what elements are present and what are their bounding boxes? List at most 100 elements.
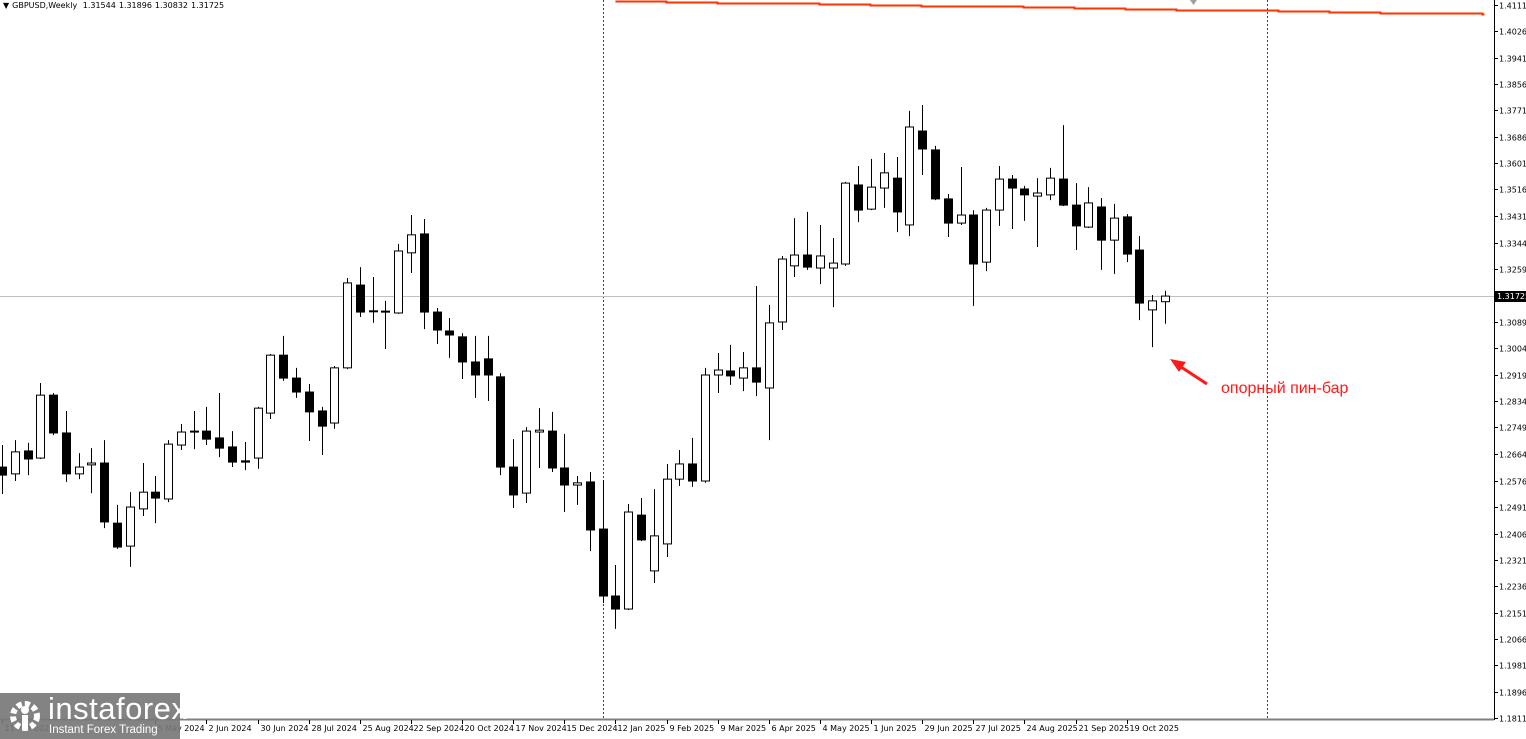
bull-candle-body (1084, 202, 1093, 228)
bear-candle-body (484, 358, 493, 376)
bull-candle-body (739, 367, 748, 379)
candle (944, 193, 953, 238)
candle (484, 335, 493, 402)
trendline[interactable] (615, 0, 1485, 16)
candle (726, 344, 735, 385)
candle (714, 352, 723, 393)
date-tick-label: 15 Dec 2024 (567, 724, 618, 733)
bull-candle-body (177, 431, 186, 446)
price-tick-label: 1.21515 (1499, 610, 1526, 619)
candle (663, 463, 672, 557)
bear-candle-body (1123, 216, 1132, 255)
candle (1059, 125, 1068, 207)
bull-candle-body (650, 535, 659, 572)
bull-candle-body (675, 463, 684, 480)
price-tick-label: 1.24065 (1499, 531, 1526, 540)
bull-candle-body (778, 258, 787, 323)
candle (356, 267, 365, 318)
bull-candle-body (1148, 300, 1157, 311)
candle (880, 153, 889, 208)
bear-candle-body (586, 481, 595, 531)
bear-candle-body (1135, 249, 1144, 304)
candle (113, 504, 122, 549)
bear-candle-body (241, 460, 250, 463)
price-tick-label: 1.18965 (1499, 689, 1526, 698)
candle (560, 433, 569, 513)
candle (202, 406, 211, 446)
price-tick-label: 1.41115 (1499, 2, 1526, 11)
candle (381, 300, 390, 349)
candles (0, 104, 1170, 629)
candle (164, 440, 173, 503)
candle (139, 463, 148, 517)
price-tick-label: 1.37715 (1499, 107, 1526, 116)
bear-candle-body (0, 466, 7, 476)
date-tick-label: 27 Jul 2025 (976, 724, 1021, 733)
bear-candle-body (433, 311, 442, 331)
candle (100, 440, 109, 529)
candle (854, 166, 863, 223)
bull-candle-body (394, 250, 403, 314)
price-tick-label: 1.30040 (1499, 345, 1526, 354)
bear-candle-body (228, 446, 237, 463)
bear-candle-body (944, 198, 953, 224)
price-tick-label: 1.32590 (1499, 266, 1526, 275)
bear-candle-body (752, 367, 761, 383)
bull-candle-body (330, 367, 339, 424)
date-tick-label: 21 Sep 2025 (1079, 724, 1130, 733)
date-tick-label: 4 May 2025 (823, 724, 870, 733)
bull-candle-body (11, 451, 20, 475)
bear-candle-body (509, 466, 518, 496)
price-tick-label: 1.27490 (1499, 424, 1526, 433)
bull-candle-body (522, 430, 531, 494)
bull-candle-body (624, 511, 633, 610)
candle (279, 335, 288, 381)
candle (599, 480, 608, 604)
price-tick-label: 1.38565 (1499, 81, 1526, 90)
candle (509, 439, 518, 508)
candle (1046, 167, 1055, 201)
bear-candle-body (1097, 206, 1106, 241)
candle (445, 317, 454, 358)
bull-candle-body (369, 310, 378, 313)
candle (420, 219, 429, 330)
triangle-down-icon[interactable]: ▼ (3, 1, 10, 10)
bear-candle-body (893, 177, 902, 213)
candle (982, 207, 991, 272)
candle (190, 410, 199, 450)
candle (330, 365, 339, 429)
bull-candle-body (1161, 295, 1170, 303)
candle (535, 408, 544, 468)
candle (87, 448, 96, 494)
candle (458, 333, 467, 380)
price-tick-label: 1.29190 (1499, 372, 1526, 381)
bull-candle-body (663, 478, 672, 545)
candle (611, 565, 620, 629)
candle (739, 352, 748, 392)
low-value: 1.30832 (154, 1, 189, 10)
date-tick-label: 22 Sep 2024 (414, 724, 465, 733)
candle (1033, 178, 1042, 247)
bear-candle-body (292, 377, 301, 393)
candle (765, 304, 774, 441)
date-tick-label: 29 Jun 2025 (925, 724, 973, 733)
bull-candle-body (816, 255, 825, 269)
bear-candle-body (305, 391, 314, 413)
logo-tagline: Instant Forex Trading (49, 724, 158, 736)
candle (177, 423, 186, 451)
bear-candle-body (318, 410, 327, 427)
candle (1020, 185, 1029, 221)
bear-candle-body (458, 336, 467, 363)
candle (11, 440, 20, 482)
bear-candle-body (688, 463, 697, 482)
candle (305, 383, 314, 442)
candle (369, 277, 378, 323)
bull-candle-body (1046, 177, 1055, 196)
bear-candle-body (854, 184, 863, 211)
bear-candle-body (496, 376, 505, 468)
bear-candle-body (49, 394, 58, 434)
candle (0, 445, 7, 495)
candle (471, 335, 480, 398)
chart-shift-marker-icon[interactable] (1190, 0, 1197, 5)
